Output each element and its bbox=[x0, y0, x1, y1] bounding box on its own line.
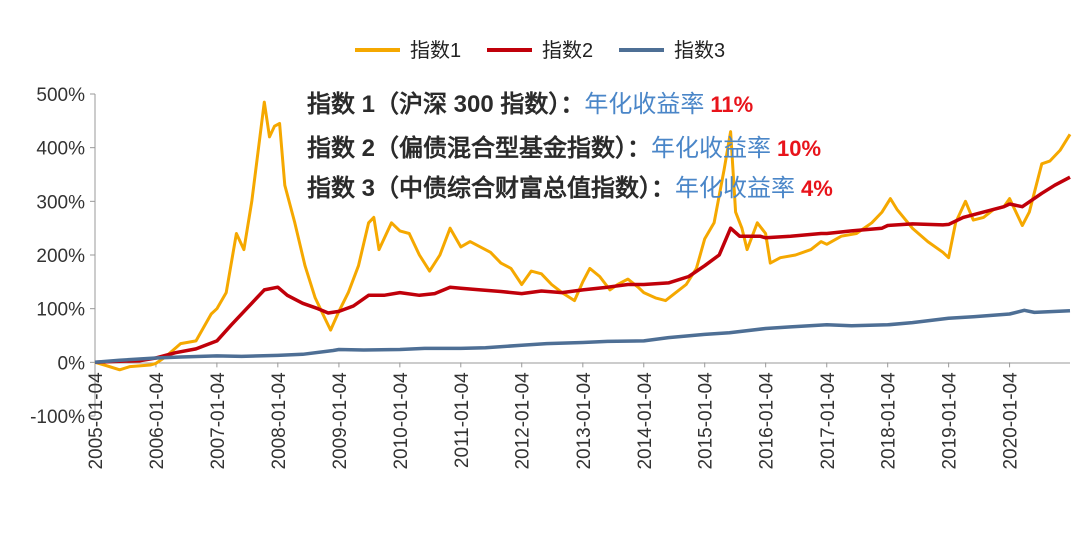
y-tick-label: -100% bbox=[30, 407, 85, 428]
x-tick-group: 2005-01-04 2006-01-04 2007-01-04 2008-01-04… bbox=[86, 362, 1022, 470]
y-tick-label: 0% bbox=[58, 353, 86, 374]
x-tick-label: 2014-01-04 bbox=[635, 372, 656, 470]
y-tick-group: -100% 0% 100% 200% 300% 400% 500% bbox=[30, 85, 95, 428]
annotation-2-label: 年化收益率 bbox=[651, 135, 771, 162]
series-line-3 bbox=[94, 308, 1071, 365]
annotation-1: 指数 1（沪深 300 指数）：年化收益率 11% bbox=[307, 91, 753, 118]
x-tick-label: 2008-01-04 bbox=[269, 372, 290, 470]
annotation-1-main: 指数 1（沪深 300 指数）： bbox=[307, 91, 584, 118]
x-tick-label: 2020-01-04 bbox=[1001, 372, 1022, 470]
annotation-3-value: 4% bbox=[801, 176, 833, 201]
x-tick-label: 2013-01-04 bbox=[574, 372, 595, 470]
y-tick-label: 300% bbox=[36, 192, 85, 213]
x-tick-label: 2009-01-04 bbox=[330, 372, 351, 470]
annotation-2-main: 指数 2（偏债混合型基金指数）： bbox=[307, 134, 651, 162]
annotation-1-value: 11% bbox=[710, 92, 753, 117]
x-tick-label: 2005-01-04 bbox=[86, 372, 107, 470]
y-tick-label: 500% bbox=[36, 85, 85, 106]
annotation-3: 指数 3（中债综合财富总值指数）：年化收益率 4% bbox=[307, 174, 833, 202]
y-tick-label: 100% bbox=[36, 300, 85, 321]
x-tick-label: 2012-01-04 bbox=[513, 372, 534, 470]
annotation-2-value: 10% bbox=[777, 136, 821, 161]
annotation-2: 指数 2（偏债混合型基金指数）：年化收益率 10% bbox=[307, 134, 821, 162]
x-tick-label: 2015-01-04 bbox=[696, 372, 717, 470]
legend-label-series-3: 指数3 bbox=[674, 39, 725, 62]
x-tick-label: 2018-01-04 bbox=[879, 372, 900, 470]
x-tick-label: 2007-01-04 bbox=[208, 372, 229, 470]
annotation-1-label: 年化收益率 bbox=[584, 91, 704, 118]
x-tick-label: 2010-01-04 bbox=[391, 372, 412, 470]
annotation-3-main: 指数 3（中债综合财富总值指数）： bbox=[307, 174, 675, 202]
y-tick-label: 200% bbox=[36, 246, 85, 267]
series-line-2 bbox=[94, 175, 1071, 365]
x-tick-label: 2011-01-04 bbox=[452, 372, 473, 468]
series-group bbox=[94, 100, 1072, 372]
x-tick-label: 2017-01-04 bbox=[818, 372, 839, 470]
annotation-block: 指数 1（沪深 300 指数）：年化收益率 11% 指数 2（偏债混合型基金指数）… bbox=[307, 91, 833, 202]
series-line-1 bbox=[94, 100, 1072, 372]
y-tick-label: 400% bbox=[36, 139, 85, 160]
x-tick-label: 2016-01-04 bbox=[757, 372, 778, 470]
x-tick-label: 2019-01-04 bbox=[940, 372, 961, 470]
annotation-3-label: 年化收益率 bbox=[675, 175, 795, 202]
x-tick-label: 2006-01-04 bbox=[147, 372, 168, 470]
legend-label-series-1: 指数1 bbox=[410, 39, 461, 62]
legend-label-series-2: 指数2 bbox=[542, 39, 593, 62]
legend: 指数1 指数2 指数3 bbox=[355, 39, 725, 62]
